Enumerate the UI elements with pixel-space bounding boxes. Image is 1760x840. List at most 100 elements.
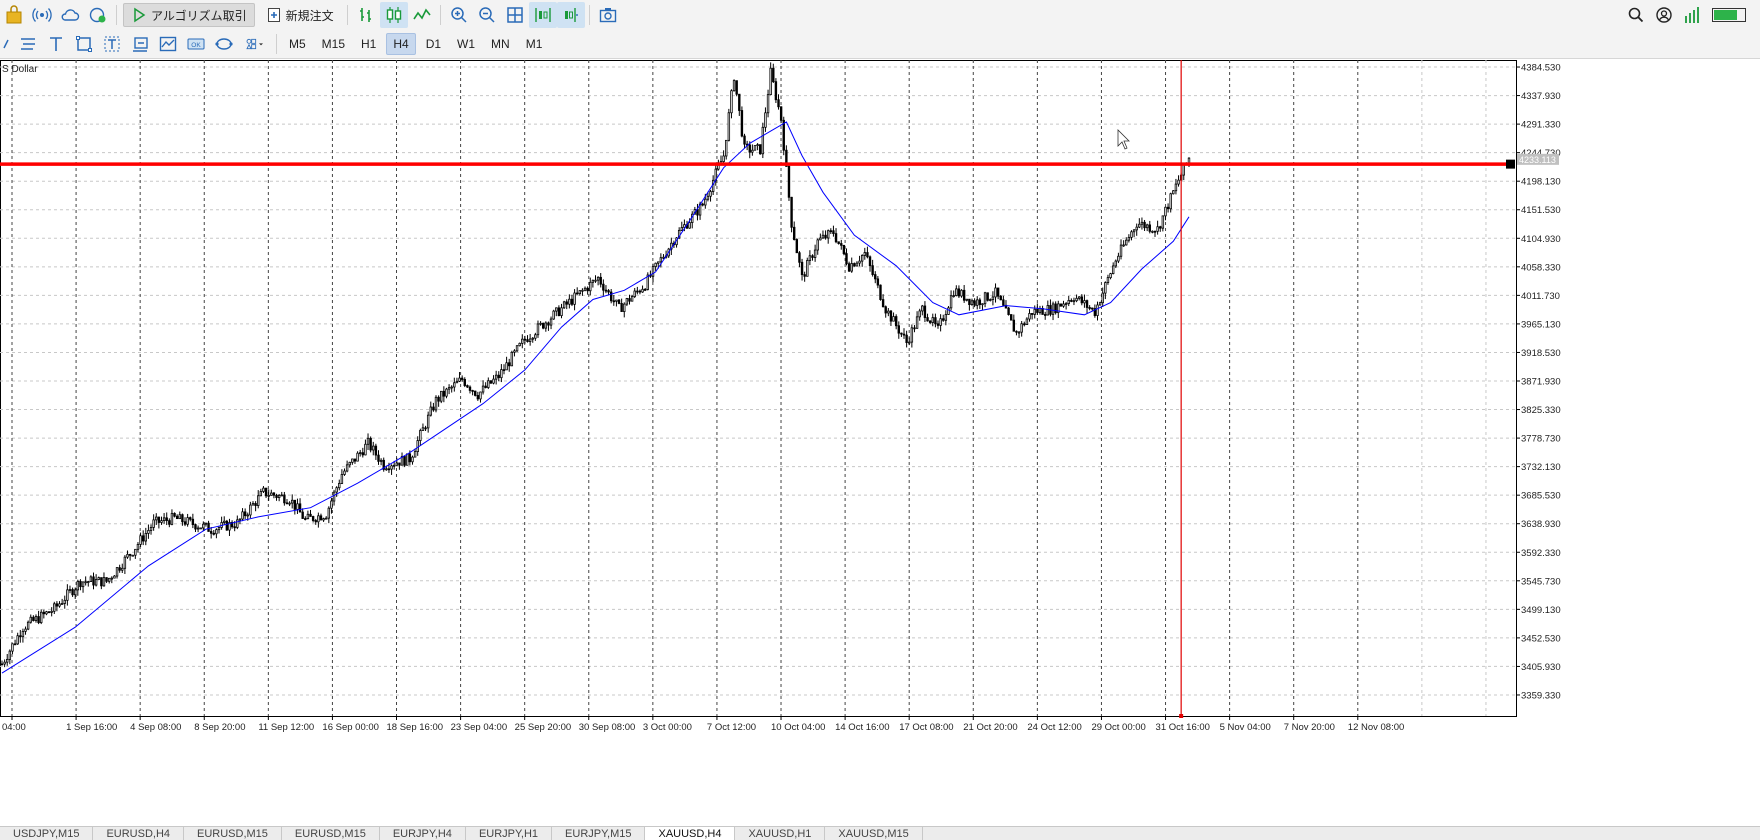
price-chart[interactable]: 4384.530 4337.930 4291.330 4244.730 4198.130…	[0, 60, 1760, 826]
auto-scroll-icon[interactable]	[528, 2, 557, 28]
zoom-out-icon[interactable]	[473, 2, 501, 28]
candle	[259, 491, 263, 497]
chart-tab[interactable]: EURJPY,H1	[466, 827, 553, 840]
ok-button-icon[interactable]: OK	[182, 31, 210, 57]
algo-trading-button[interactable]: アルゴリズム取引	[123, 3, 255, 27]
timeframe-h4-button[interactable]: H4	[386, 33, 416, 55]
new-order-label: 新規注文	[285, 8, 334, 23]
toolbar-separator	[346, 5, 348, 25]
candle	[659, 257, 663, 263]
candle	[1010, 314, 1013, 321]
screenshot-camera-icon[interactable]	[594, 2, 622, 28]
line-chart-icon[interactable]	[408, 2, 436, 28]
candle	[79, 580, 82, 588]
candle	[152, 519, 155, 528]
tile-windows-icon[interactable]	[501, 2, 529, 28]
candle	[450, 386, 453, 389]
chart-tab[interactable]: EURUSD,H4	[93, 827, 185, 840]
timeframe-h1-button[interactable]: H1	[361, 37, 377, 51]
search-icon[interactable]	[1622, 2, 1650, 28]
candle	[960, 289, 963, 297]
candle	[309, 513, 312, 517]
shapes-tool-icon[interactable]	[210, 31, 238, 57]
timeframe-d1-button[interactable]: D1	[425, 37, 442, 51]
candle	[999, 295, 1002, 301]
indicator-window-icon[interactable]	[154, 31, 182, 57]
candle	[390, 465, 393, 470]
text-label-tool-icon[interactable]	[98, 31, 126, 57]
candle	[500, 369, 503, 379]
signal-broadcast-icon[interactable]	[28, 2, 56, 28]
candle	[301, 511, 304, 519]
candle	[1088, 307, 1091, 309]
time-axis-label: 29 Oct 00:00	[1091, 722, 1145, 733]
candle	[1117, 255, 1120, 262]
chart-tab[interactable]: EURUSD,M15	[282, 827, 380, 840]
price-axis-label: 4104.930	[1521, 234, 1561, 245]
price-axis-label: 3499.130	[1521, 605, 1561, 616]
candle	[19, 635, 22, 638]
candle	[881, 299, 885, 308]
candle	[71, 589, 74, 596]
candlestick-chart-icon[interactable]	[379, 2, 408, 28]
timeframe-m5-button[interactable]: M5	[289, 37, 306, 51]
account-icon[interactable]	[1650, 2, 1678, 28]
candle	[55, 603, 59, 607]
shopping-bag-icon[interactable]	[0, 2, 28, 28]
chart-tab[interactable]: XAUUSD,H1	[735, 827, 826, 840]
candle	[249, 504, 252, 516]
candle	[377, 454, 380, 462]
timeframe-m1-button[interactable]: M1	[525, 37, 543, 51]
chart-tab[interactable]: USDJPY,M15	[0, 827, 94, 840]
candle	[688, 222, 691, 229]
candle	[949, 295, 953, 309]
chart-canvas[interactable]: 4384.530 4337.930 4291.330 4244.730 4198.130…	[0, 60, 1760, 826]
candle	[26, 621, 30, 630]
timeframe-m15-button[interactable]: M15	[321, 37, 346, 51]
candle	[392, 464, 396, 467]
candle	[819, 237, 822, 241]
chart-shift-icon[interactable]	[556, 2, 585, 28]
cloud-icon[interactable]	[56, 2, 84, 28]
candle	[317, 515, 320, 523]
candle	[13, 643, 17, 646]
candle	[139, 535, 142, 545]
candle	[474, 390, 477, 396]
chart-tab[interactable]: EURJPY,M15	[552, 827, 646, 840]
candle	[510, 351, 514, 367]
candle	[343, 470, 346, 475]
timeframe-mn-button[interactable]: MN	[491, 37, 510, 51]
chart-tab[interactable]: XAUUSD,M15	[825, 827, 923, 840]
candle	[325, 517, 328, 520]
pen-tool-icon[interactable]	[0, 31, 14, 57]
chart-tab[interactable]: XAUUSD,H4	[645, 827, 736, 840]
zoom-in-icon[interactable]	[445, 2, 473, 28]
candle	[1156, 226, 1159, 232]
fibonacci-lines-icon[interactable]	[14, 31, 42, 57]
candle	[460, 377, 464, 380]
text-tool-icon[interactable]	[42, 31, 70, 57]
vertical-line-handle[interactable]	[1179, 714, 1184, 718]
candle	[1054, 303, 1057, 314]
chart-tab[interactable]: EURJPY,H4	[380, 827, 466, 840]
candle	[251, 503, 255, 506]
bar-chart-icon[interactable]	[352, 2, 380, 28]
event-marker-icon[interactable]	[126, 31, 154, 57]
candle	[1125, 239, 1128, 246]
chart-tab[interactable]: EURUSD,M15	[184, 827, 282, 840]
candle	[740, 110, 744, 137]
rectangle-tool-icon[interactable]	[70, 31, 98, 57]
timeframe-w1-button[interactable]: W1	[457, 37, 476, 51]
candle	[283, 494, 286, 504]
candle	[709, 191, 712, 197]
more-objects-dropdown-icon[interactable]	[238, 31, 272, 57]
horizontal-line-handle[interactable]	[1506, 159, 1515, 169]
candle	[970, 300, 974, 305]
new-order-button[interactable]: 新規注文	[259, 3, 341, 27]
connection-level-icon[interactable]	[1678, 2, 1706, 28]
candle	[790, 196, 793, 228]
vps-globe-icon[interactable]	[84, 2, 112, 28]
candle	[1025, 318, 1029, 325]
candle	[424, 427, 427, 430]
candle	[272, 492, 276, 496]
